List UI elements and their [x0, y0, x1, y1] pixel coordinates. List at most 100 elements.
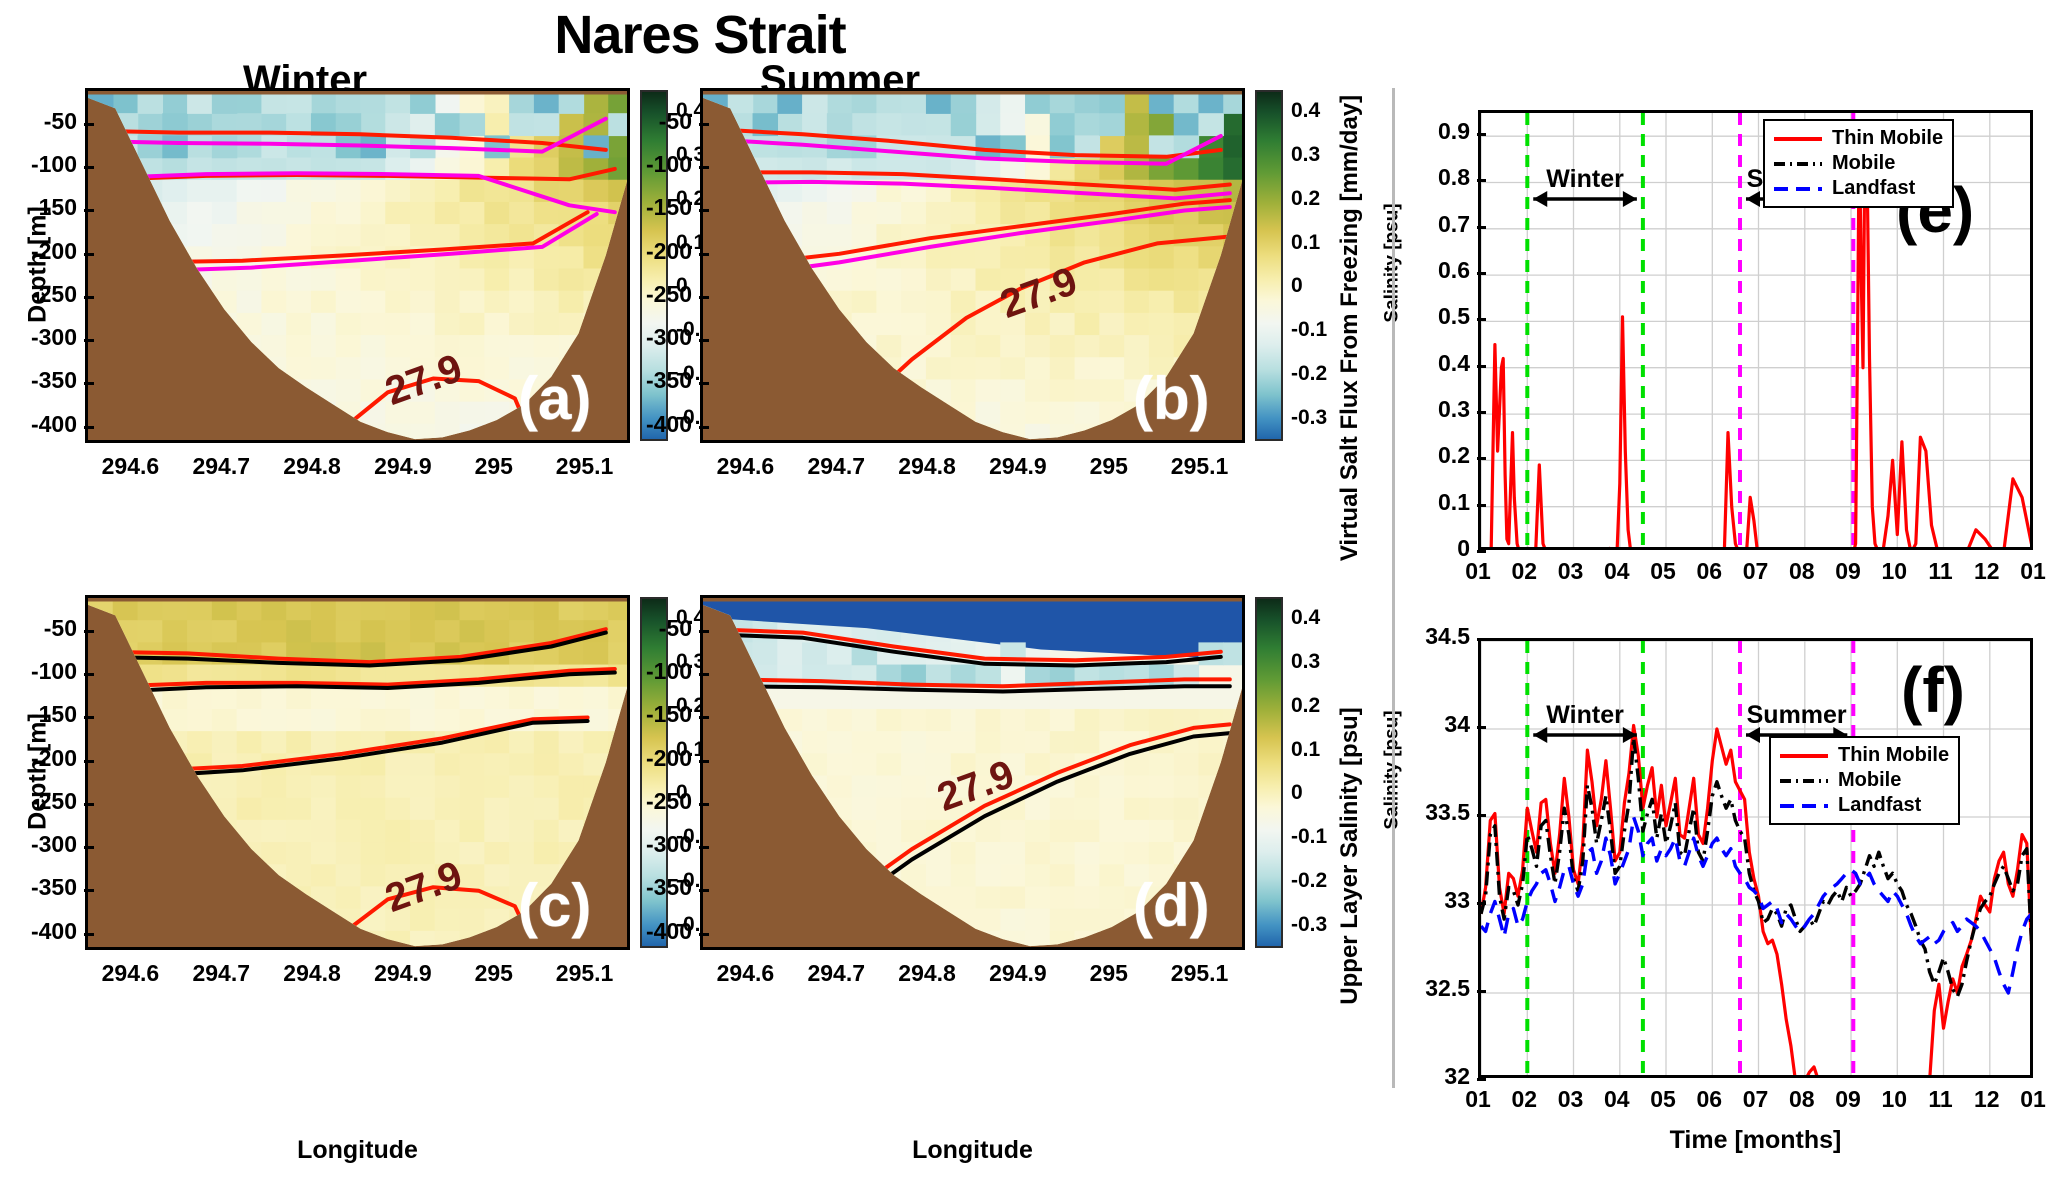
section-xtick: 295.1	[1170, 453, 1229, 479]
timeseries-xtick: 01	[1465, 558, 1491, 584]
timeseries-ytick-mark	[1477, 318, 1486, 322]
section-ytick-mark	[699, 209, 709, 213]
section-xtick: 295.1	[555, 453, 614, 479]
timeseries-xtick: 02	[1511, 1086, 1538, 1112]
colorbar-tick: 0.3	[1291, 142, 1321, 166]
section-ytick: -100	[30, 150, 77, 177]
colorbar-tick: 0.2	[676, 693, 706, 717]
timeseries-xtick: 12	[1973, 1086, 2000, 1112]
legend: Thin Mobile Mobile Landfast	[1769, 736, 1961, 825]
colorbar	[640, 597, 668, 948]
section-xtick: 295	[474, 960, 513, 986]
colorbar-gradient	[642, 92, 666, 439]
colorbar-tick: 0	[1291, 274, 1303, 298]
legend-item: Mobile	[1778, 768, 1949, 793]
timeseries-xtick: 11	[1928, 1086, 1953, 1112]
section-xlabel: Longitude	[297, 1136, 418, 1164]
timeseries-ytick: 32.5	[1425, 975, 1470, 1001]
timeseries-xtick: 03	[1557, 1086, 1584, 1112]
timeseries-xlabel: Time [months]	[1669, 1126, 1842, 1154]
section-xtick: 294.6	[716, 453, 775, 479]
vertical-divider	[1392, 88, 1395, 1088]
section-ytick: -300	[30, 324, 77, 351]
section-ytick-mark	[699, 252, 709, 256]
legend-swatch	[1778, 773, 1830, 789]
section-panel-c: 27.9 (c)	[85, 595, 630, 950]
panel-tag-b: (b)	[1133, 365, 1210, 432]
section-xtick: 294.7	[192, 960, 251, 986]
section-xtick: 294.9	[374, 453, 432, 479]
section-ytick: -400	[645, 917, 692, 944]
timeseries-ytick-mark	[1477, 550, 1486, 553]
section-xtick: 294.9	[989, 453, 1047, 479]
timeseries-ytick-mark	[1477, 503, 1486, 507]
colorbar-tick: 0.3	[676, 649, 706, 673]
colorbar-tick: 0.4	[1291, 98, 1321, 122]
timeseries-xtick: 03	[1557, 558, 1584, 584]
timeseries-ytick: 0.5	[1438, 303, 1470, 330]
section-xtick: 294.6	[101, 960, 160, 986]
section-xtick: 294.7	[192, 453, 251, 479]
section-ytick-mark	[699, 889, 709, 893]
section-ytick-mark	[84, 339, 94, 343]
section-ytick-mark	[699, 339, 709, 343]
colorbar-tick: -0.1	[1291, 318, 1328, 342]
section-ytick: -150	[30, 701, 77, 728]
colorbar-gradient	[1257, 599, 1281, 946]
colorbar-tick: -0.3	[1291, 913, 1328, 937]
section-ytick: -400	[645, 410, 692, 437]
colorbar-gradient	[1257, 92, 1281, 439]
section-ylabel: Depth [m]	[23, 712, 52, 830]
colorbar-tick: 0.3	[1291, 649, 1321, 673]
section-ytick: -300	[30, 831, 77, 858]
colorbar-gradient	[642, 599, 666, 946]
colorbar-tick: 0	[1291, 781, 1303, 805]
section-xtick: 295.1	[555, 960, 614, 986]
section-ytick: -350	[645, 367, 692, 394]
section-ytick: -150	[30, 194, 77, 221]
section-xtick: 294.8	[898, 453, 956, 479]
timeseries-ytick: 0.4	[1438, 349, 1470, 376]
legend-label: Thin Mobile	[1838, 744, 1950, 766]
timeseries-xtick: 08	[1788, 558, 1815, 584]
timeseries-ytick: 33.5	[1425, 799, 1470, 825]
section-xtick: 294.6	[101, 453, 160, 479]
section-ytick-mark	[84, 672, 94, 676]
section-ytick-mark	[84, 846, 94, 850]
legend-item: Landfast	[1772, 176, 1943, 201]
section-xtick: 294.9	[374, 960, 432, 986]
timeseries-ytick: 32	[1444, 1063, 1470, 1089]
timeseries-xtick: 09	[1835, 1086, 1861, 1112]
legend-item: Thin Mobile	[1772, 126, 1943, 151]
section-ytick-mark	[84, 802, 94, 806]
section-ytick-mark	[84, 122, 94, 126]
timeseries-ytick: 0.7	[1438, 210, 1470, 237]
timeseries-ytick: 0.3	[1438, 396, 1470, 423]
section-ytick-mark	[699, 672, 709, 676]
legend-swatch	[1772, 156, 1824, 172]
timeseries-xtick: 11	[1928, 558, 1953, 584]
legend-label: Mobile	[1838, 769, 1902, 791]
timeseries-ylabel: Upper Layer Salinity [psu]	[1336, 707, 1363, 1005]
timeseries-xtick: 07	[1742, 558, 1769, 584]
section-ytick-mark	[84, 932, 94, 936]
timeseries-ytick-mark	[1477, 225, 1486, 229]
timeseries-xtick: 07	[1742, 1086, 1769, 1112]
legend-swatch	[1778, 748, 1830, 764]
section-ytick: -200	[645, 237, 692, 264]
section-ytick-mark	[84, 382, 94, 386]
section-xtick: 295	[474, 453, 513, 479]
section-panel-b: 27.9 (b)	[700, 88, 1245, 443]
section-ytick: -350	[645, 874, 692, 901]
timeseries-xtick: 02	[1511, 558, 1538, 584]
colorbar-tick: 0	[676, 781, 688, 805]
section-xtick: 295	[1089, 453, 1128, 479]
section-ytick: -100	[645, 657, 692, 684]
section-ytick-mark	[84, 889, 94, 893]
section-ytick: -350	[30, 874, 77, 901]
section-xtick: 294.8	[283, 453, 341, 479]
timeseries-ytick-mark	[1477, 902, 1486, 905]
legend-swatch	[1772, 181, 1824, 197]
section-ytick-mark	[84, 425, 94, 429]
timeseries-ytick-mark	[1477, 133, 1486, 137]
